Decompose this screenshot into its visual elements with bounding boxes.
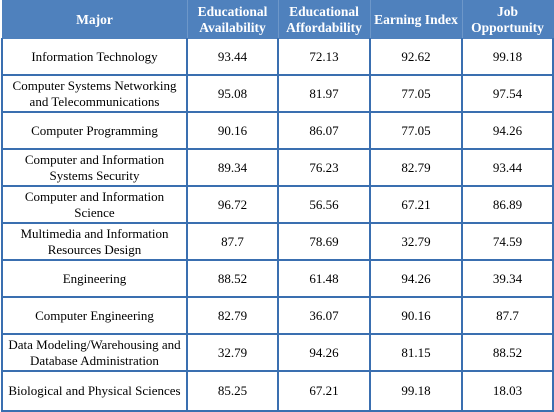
job-opportunity-cell: 86.89 xyxy=(461,185,554,224)
affordability-cell: 94.26 xyxy=(277,333,371,372)
affordability-cell: 67.21 xyxy=(277,370,371,412)
major-cell: Computer and Information Science xyxy=(1,185,188,224)
major-cell: Data Modeling/Warehousing and Database A… xyxy=(1,333,188,372)
table-row: Engineering 88.52 61.48 94.26 39.34 xyxy=(1,259,554,298)
affordability-cell: 36.07 xyxy=(277,296,371,335)
header-earning-index: Earning Index xyxy=(369,0,463,39)
earning-index-cell: 81.15 xyxy=(369,333,463,372)
earning-index-cell: 82.79 xyxy=(369,148,463,187)
earning-index-cell: 94.26 xyxy=(369,259,463,298)
table-row: Computer Systems Networking and Telecomm… xyxy=(1,74,554,113)
header-educational-affordability: Educational Affordability xyxy=(277,0,371,39)
availability-cell: 32.79 xyxy=(186,333,279,372)
major-cell: Computer Engineering xyxy=(1,296,188,335)
job-opportunity-cell: 39.34 xyxy=(461,259,554,298)
job-opportunity-cell: 87.7 xyxy=(461,296,554,335)
earning-index-cell: 77.05 xyxy=(369,111,463,150)
major-cell: Computer Programming xyxy=(1,111,188,150)
availability-cell: 93.44 xyxy=(186,38,279,76)
affordability-cell: 78.69 xyxy=(277,222,371,261)
major-cell: Multimedia and Information Resources Des… xyxy=(1,222,188,261)
table-row: Information Technology 93.44 72.13 92.62… xyxy=(1,38,554,76)
job-opportunity-cell: 18.03 xyxy=(461,370,554,412)
earning-index-cell: 67.21 xyxy=(369,185,463,224)
job-opportunity-cell: 97.54 xyxy=(461,74,554,113)
availability-cell: 90.16 xyxy=(186,111,279,150)
table-row: Computer and Information Systems Securit… xyxy=(1,148,554,187)
table-row: Computer and Information Science 96.72 5… xyxy=(1,185,554,224)
availability-cell: 96.72 xyxy=(186,185,279,224)
header-educational-availability: Educational Availability xyxy=(186,0,279,39)
table-body: Information Technology 93.44 72.13 92.62… xyxy=(1,38,554,412)
table-row: Biological and Physical Sciences 85.25 6… xyxy=(1,370,554,412)
header-row: Major Educational Availability Education… xyxy=(1,0,554,39)
earning-index-cell: 99.18 xyxy=(369,370,463,412)
major-cell: Computer and Information Systems Securit… xyxy=(1,148,188,187)
affordability-cell: 72.13 xyxy=(277,38,371,76)
availability-cell: 82.79 xyxy=(186,296,279,335)
availability-cell: 87.7 xyxy=(186,222,279,261)
affordability-cell: 86.07 xyxy=(277,111,371,150)
major-cell: Biological and Physical Sciences xyxy=(1,370,188,412)
earning-index-cell: 92.62 xyxy=(369,38,463,76)
header-major: Major xyxy=(1,0,188,39)
table-row: Computer Programming 90.16 86.07 77.05 9… xyxy=(1,111,554,150)
availability-cell: 88.52 xyxy=(186,259,279,298)
header-job-opportunity: Job Opportunity xyxy=(461,0,554,39)
job-opportunity-cell: 74.59 xyxy=(461,222,554,261)
earning-index-cell: 90.16 xyxy=(369,296,463,335)
major-cell: Engineering xyxy=(1,259,188,298)
job-opportunity-cell: 93.44 xyxy=(461,148,554,187)
major-cell: Computer Systems Networking and Telecomm… xyxy=(1,74,188,113)
affordability-cell: 81.97 xyxy=(277,74,371,113)
availability-cell: 89.34 xyxy=(186,148,279,187)
earning-index-cell: 77.05 xyxy=(369,74,463,113)
table-header: Major Educational Availability Education… xyxy=(1,0,554,39)
job-opportunity-cell: 99.18 xyxy=(461,38,554,76)
earning-index-cell: 32.79 xyxy=(369,222,463,261)
availability-cell: 95.08 xyxy=(186,74,279,113)
affordability-cell: 56.56 xyxy=(277,185,371,224)
major-cell: Information Technology xyxy=(1,38,188,76)
job-opportunity-cell: 88.52 xyxy=(461,333,554,372)
table-row: Multimedia and Information Resources Des… xyxy=(1,222,554,261)
affordability-cell: 61.48 xyxy=(277,259,371,298)
affordability-cell: 76.23 xyxy=(277,148,371,187)
table-row: Data Modeling/Warehousing and Database A… xyxy=(1,333,554,372)
table-row: Computer Engineering 82.79 36.07 90.16 8… xyxy=(1,296,554,335)
job-opportunity-cell: 94.26 xyxy=(461,111,554,150)
availability-cell: 85.25 xyxy=(186,370,279,412)
